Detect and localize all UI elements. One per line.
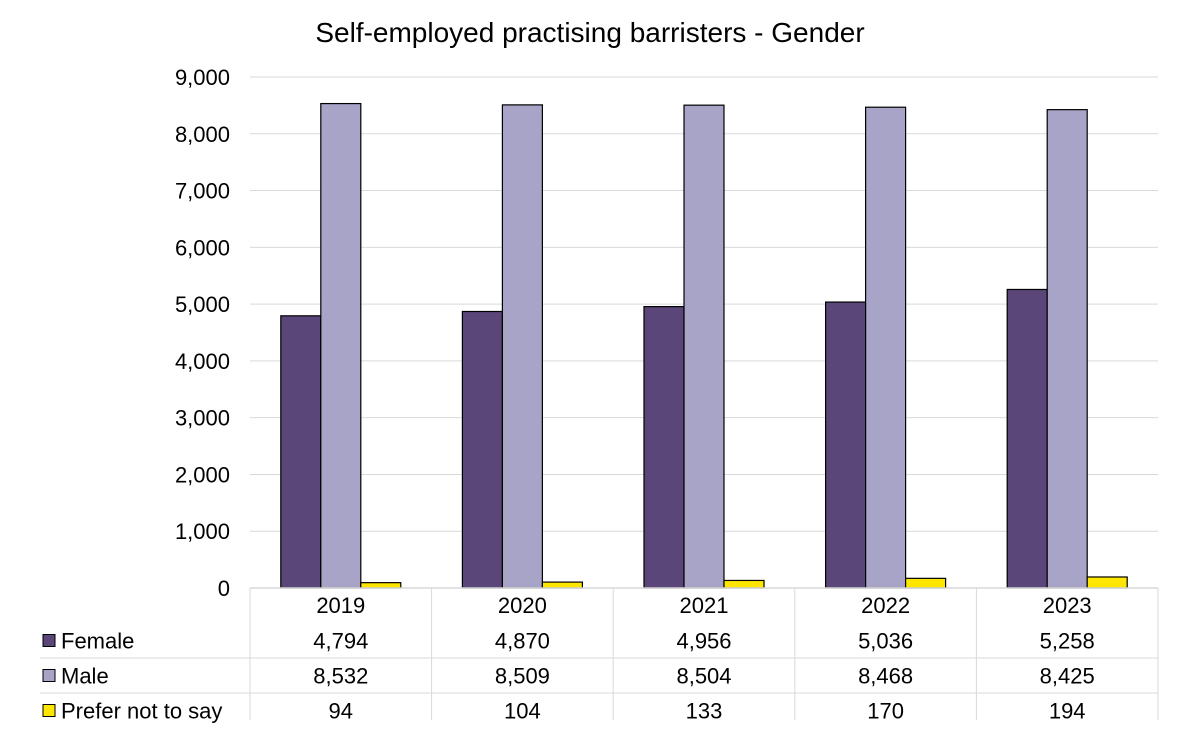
data-label: 194 (1049, 699, 1086, 724)
data-label: 5,258 (1040, 629, 1095, 654)
x-tick-label: 2021 (680, 593, 729, 618)
y-tick-label: 4,000 (175, 349, 230, 374)
data-label: 4,956 (676, 629, 731, 654)
bar (501, 104, 543, 589)
data-label: 4,794 (313, 629, 368, 654)
bar (1086, 576, 1128, 589)
data-label: 8,425 (1040, 664, 1095, 689)
legend-key (42, 634, 56, 647)
data-table: Female 4,794 4,870 4,956 5,036 5,258 Male 8,532… (40, 629, 1158, 724)
bar (1046, 109, 1088, 589)
y-tick-label: 9,000 (175, 65, 230, 90)
bar (723, 579, 765, 589)
x-tick-label: 2019 (316, 593, 365, 618)
data-label: 8,532 (313, 664, 368, 689)
y-tick-label: 2,000 (175, 462, 230, 487)
bar (904, 577, 947, 589)
x-tick-label: 2022 (861, 593, 910, 618)
bar (824, 301, 867, 589)
data-label: 8,504 (676, 664, 731, 689)
bar (360, 582, 402, 589)
x-axis: 2019 2020 2021 2022 2023 (249, 587, 1159, 720)
bar (461, 310, 503, 589)
y-tick-label: 5,000 (175, 292, 230, 317)
data-label: 94 (329, 699, 353, 724)
legend-entry: Male (61, 664, 109, 689)
legend-key (42, 704, 56, 717)
data-label: 8,468 (858, 664, 913, 689)
data-label: 133 (686, 699, 723, 724)
data-label: 170 (867, 699, 904, 724)
legend-key (42, 669, 56, 682)
y-tick-label: 3,000 (175, 406, 230, 431)
y-axis-ticks: 0 1,000 2,000 3,000 4,000 5,000 6,000 7,000 8,00… (175, 65, 230, 601)
x-tick-label: 2020 (498, 593, 547, 618)
data-label: 104 (504, 699, 541, 724)
chart-title: Self-employed practising barristers - Ge… (315, 17, 864, 48)
y-tick-label: 1,000 (175, 519, 230, 544)
bar (864, 106, 907, 589)
bar (541, 581, 584, 589)
y-tick-label: 7,000 (175, 179, 230, 204)
bars (280, 102, 1128, 589)
bar (1006, 288, 1048, 589)
legend-entry: Female (61, 629, 134, 654)
data-label: 8,509 (495, 664, 550, 689)
y-tick-label: 8,000 (175, 122, 230, 147)
bar (643, 306, 685, 589)
bar (280, 315, 322, 589)
y-tick-label: 6,000 (175, 235, 230, 260)
bar (683, 104, 725, 589)
x-tick-label: 2023 (1043, 593, 1092, 618)
legend-entry: Prefer not to say (61, 699, 222, 724)
data-label: 5,036 (858, 629, 913, 654)
bar (320, 102, 362, 589)
data-label: 4,870 (495, 629, 550, 654)
y-tick-label: 0 (218, 576, 230, 601)
